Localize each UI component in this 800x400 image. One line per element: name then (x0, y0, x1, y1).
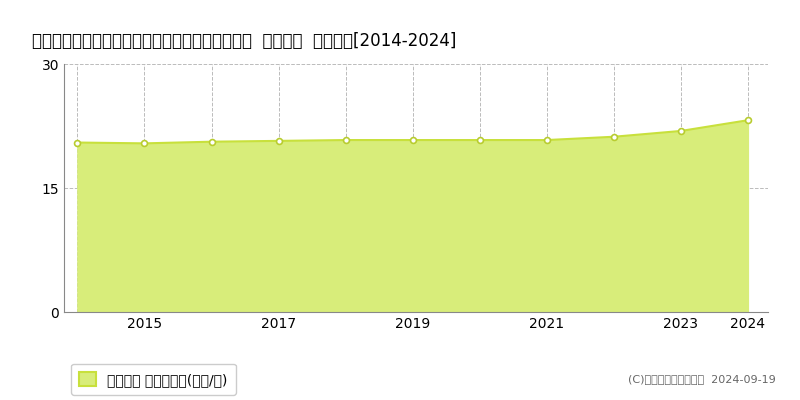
Text: (C)土地価格ドットコム  2024-09-19: (C)土地価格ドットコム 2024-09-19 (628, 374, 776, 384)
Point (205, 138, 218, 145)
Point (540, 137, 553, 143)
Point (71, 139, 84, 146)
Legend: 基準地価 平均坪単価(万円/坪): 基準地価 平均坪単価(万円/坪) (71, 364, 236, 395)
Point (742, 117, 754, 124)
Point (674, 128, 687, 134)
Point (406, 137, 419, 143)
Point (474, 137, 486, 143)
Point (138, 140, 151, 146)
Point (272, 138, 285, 144)
Text: 愛知県愛知郡東郷町大字諸輪字観音畑６０番１外  基準地価  地価推移[2014-2024]: 愛知県愛知郡東郷町大字諸輪字観音畑６０番１外 基準地価 地価推移[2014-20… (32, 32, 456, 50)
Point (339, 137, 352, 143)
Point (607, 134, 620, 140)
